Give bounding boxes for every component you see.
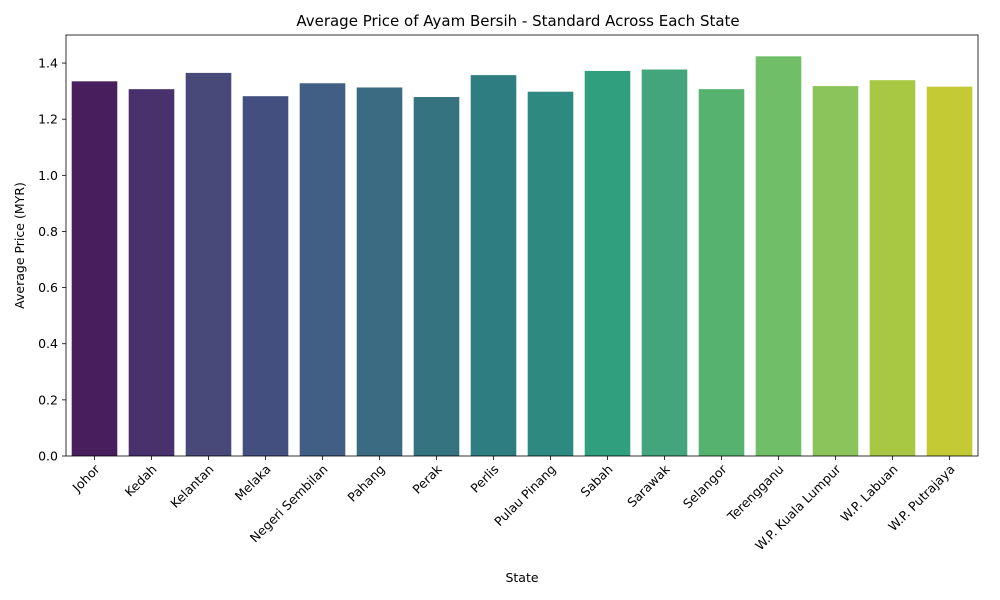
bar-kedah xyxy=(128,89,175,456)
chart-title: Average Price of Ayam Bersih - Standard … xyxy=(296,12,739,30)
x-tick-label: Selangor xyxy=(680,461,730,511)
y-tick-label: 0.8 xyxy=(38,224,58,239)
y-tick-label: 0.4 xyxy=(38,336,58,351)
y-tick-label: 1.4 xyxy=(38,56,58,71)
bar-perlis xyxy=(470,75,517,457)
bar-sabah xyxy=(584,70,631,457)
y-tick-label: 0.0 xyxy=(38,449,58,464)
bar-kelantan xyxy=(185,72,232,456)
bar-perak xyxy=(413,97,460,456)
y-tick-label: 0.2 xyxy=(38,392,58,407)
x-tick-label: Pahang xyxy=(344,462,387,505)
bar-johor xyxy=(71,81,118,456)
plot-frame xyxy=(65,34,979,457)
bar-w-p-kuala-lumpur xyxy=(812,86,859,457)
y-tick-label: 0.6 xyxy=(38,280,58,295)
bar-melaka xyxy=(242,96,289,456)
x-tick-label: Pulau Pinang xyxy=(491,462,558,529)
x-tick-label: Terengganu xyxy=(724,462,787,525)
x-tick-label: Sabah xyxy=(577,462,615,500)
y-axis-label: Average Price (MYR) xyxy=(12,182,27,309)
bar-terengganu xyxy=(755,56,802,457)
y-axis: 0.0 0.2 0.4 0.6 0.8 1.0 1.2 1.4 xyxy=(38,56,66,464)
x-tick-label: Kelantan xyxy=(167,462,216,511)
x-tick-label: W.P. Labuan xyxy=(837,462,900,525)
y-tick-label: 1.2 xyxy=(38,112,58,127)
bar-negeri-sembilan xyxy=(299,83,346,457)
x-tick-label: Perlis xyxy=(467,462,501,496)
bars-layer xyxy=(71,56,973,457)
x-tick-label: Kedah xyxy=(122,462,160,500)
bar-w-p-putrajaya xyxy=(926,86,973,456)
x-tick-label: Sarawak xyxy=(624,461,673,510)
bar-w-p-labuan xyxy=(869,80,916,457)
bar-sarawak xyxy=(641,69,688,456)
x-tick-label: Johor xyxy=(69,461,104,496)
y-tick-label: 1.0 xyxy=(38,168,58,183)
bar-selangor xyxy=(698,89,745,456)
x-tick-label: Melaka xyxy=(232,462,274,504)
bar-pulau-pinang xyxy=(527,91,574,456)
x-axis-label: State xyxy=(505,570,538,585)
bar-pahang xyxy=(356,87,403,456)
x-tick-label: Perak xyxy=(409,461,445,497)
